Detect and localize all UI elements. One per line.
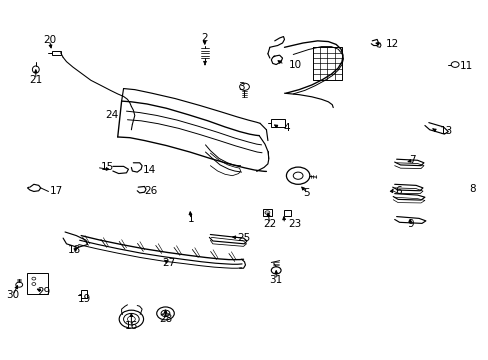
Bar [283, 211, 290, 216]
Text: 10: 10 [288, 59, 301, 69]
Text: 11: 11 [459, 61, 472, 71]
Circle shape [293, 172, 303, 179]
Text: 13: 13 [439, 126, 452, 135]
Circle shape [239, 83, 249, 90]
Text: 24: 24 [105, 110, 118, 120]
Circle shape [157, 307, 174, 320]
Text: 22: 22 [263, 219, 276, 229]
Text: 31: 31 [269, 275, 282, 285]
Text: 9: 9 [406, 219, 413, 229]
Text: 8: 8 [468, 184, 474, 194]
Text: 15: 15 [101, 162, 114, 172]
Text: 14: 14 [143, 165, 156, 175]
Text: 7: 7 [408, 155, 415, 165]
Bar [81, 291, 86, 298]
Ellipse shape [32, 66, 39, 73]
FancyBboxPatch shape [262, 209, 272, 216]
Circle shape [119, 310, 143, 328]
Text: 1: 1 [187, 215, 194, 224]
Text: 6: 6 [395, 186, 402, 197]
Bar [52, 50, 61, 55]
Text: 25: 25 [236, 233, 250, 243]
Text: 27: 27 [162, 258, 175, 268]
Text: 29: 29 [37, 287, 50, 297]
Circle shape [16, 282, 22, 287]
Text: 28: 28 [159, 314, 172, 324]
Text: 12: 12 [385, 40, 398, 49]
Circle shape [32, 283, 36, 285]
Text: 23: 23 [288, 219, 301, 229]
Text: 19: 19 [78, 294, 91, 304]
Circle shape [161, 310, 169, 317]
Text: 18: 18 [68, 245, 81, 255]
Text: 3: 3 [238, 82, 245, 92]
Circle shape [32, 277, 36, 280]
Circle shape [271, 267, 281, 274]
Text: 20: 20 [43, 35, 56, 45]
Circle shape [264, 211, 269, 215]
Text: 17: 17 [49, 186, 62, 197]
Text: 21: 21 [29, 75, 42, 85]
Text: 5: 5 [303, 188, 309, 198]
Circle shape [450, 62, 458, 67]
Text: 2: 2 [201, 33, 207, 43]
Circle shape [286, 167, 309, 184]
Bar [271, 119, 285, 127]
Text: 4: 4 [283, 123, 289, 133]
FancyBboxPatch shape [26, 273, 48, 294]
Text: 30: 30 [6, 291, 20, 301]
Text: 26: 26 [144, 186, 158, 197]
Circle shape [123, 314, 139, 325]
Text: 16: 16 [124, 321, 138, 331]
Circle shape [127, 316, 135, 322]
